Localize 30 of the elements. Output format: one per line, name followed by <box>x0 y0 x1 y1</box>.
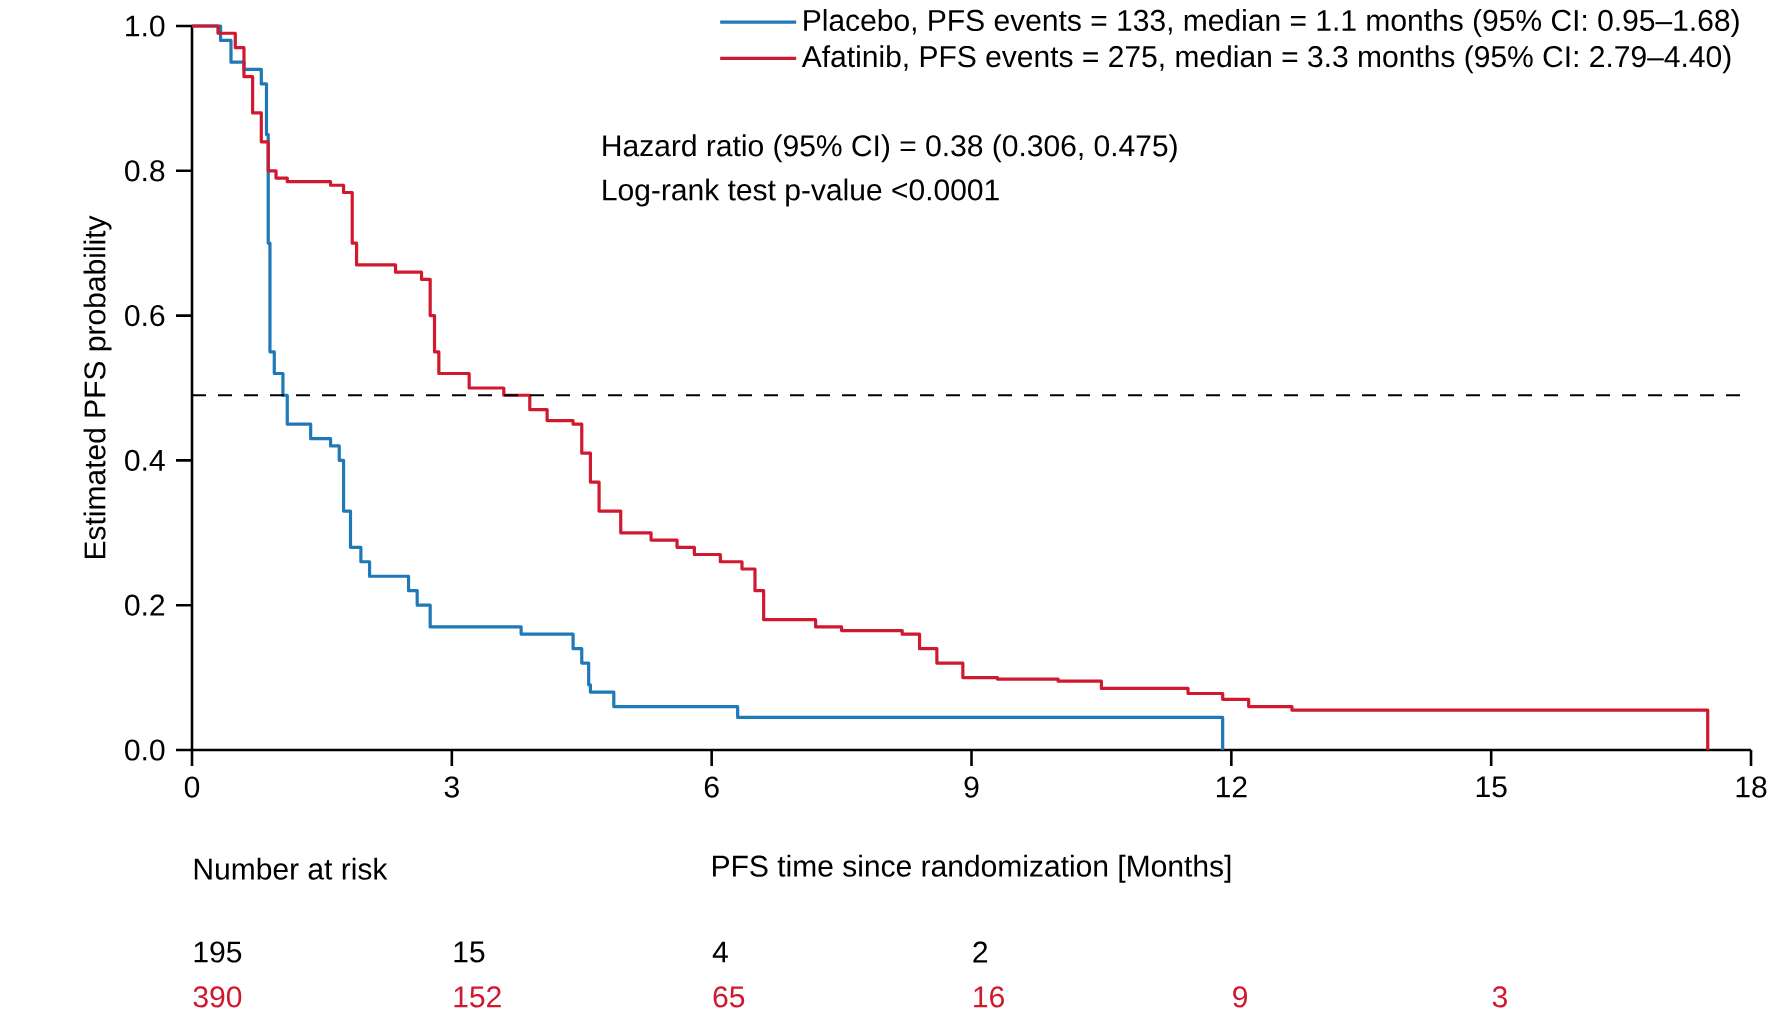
text: 9 <box>1233 986 1247 1008</box>
text: 2 <box>973 941 988 963</box>
y-tick-label: 0.6 <box>125 304 165 327</box>
x-axis-title: PFS time since randomization [Months] <box>713 854 1231 883</box>
text: 3 <box>1492 986 1507 1008</box>
x-tick-label: 12 <box>1216 776 1247 798</box>
legend-label: Placebo, PFS events = 133, median = 1.1 months (95% CI: 0.95–1.68) <box>804 9 1739 37</box>
legend-label: Afatinib, PFS events = 275, median = 3.3 months (95% CI: 2.79–4.40) <box>801 45 1731 74</box>
text: Number at risk <box>194 857 388 880</box>
text: 15 <box>454 941 485 963</box>
x-tick-label: 6 <box>704 776 719 798</box>
y-tick-label: 0.4 <box>125 449 165 472</box>
text: 195 <box>194 941 242 963</box>
text: 390 <box>193 986 242 1008</box>
text: 4 <box>712 941 728 963</box>
y-axis-title: Estimated PFS probability <box>83 215 112 559</box>
x-tick-label: 18 <box>1736 776 1767 798</box>
x-tick-label: 0 <box>184 776 200 798</box>
x-tick-label: 15 <box>1476 776 1507 798</box>
text: 152 <box>454 986 501 1008</box>
y-tick-label: 0.8 <box>125 160 165 182</box>
annotation: Log-rank test p-value <0.0001 <box>603 178 999 207</box>
x-tick-label: 9 <box>964 776 979 798</box>
y-tick-label: 0.2 <box>125 594 165 616</box>
annotation: Hazard ratio (95% CI) = 0.38 (0.306, 0.475) <box>603 134 1177 163</box>
text: 16 <box>974 986 1004 1008</box>
y-tick-label: 1.0 <box>126 15 165 37</box>
text: 65 <box>713 986 745 1008</box>
x-tick-label: 3 <box>444 776 459 798</box>
y-tick-label: 0.0 <box>125 739 165 761</box>
